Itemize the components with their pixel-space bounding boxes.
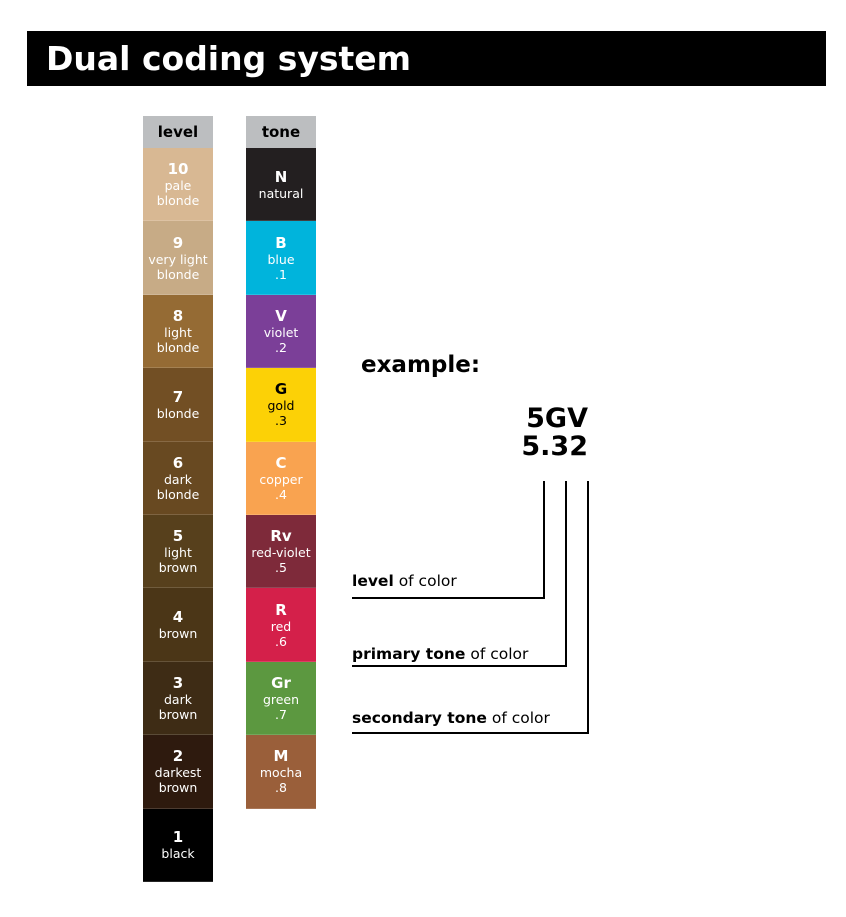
tone-name: green	[262, 691, 300, 707]
tone-number: .8	[275, 780, 287, 796]
tone-code: M	[273, 747, 289, 766]
level-code: 8	[172, 306, 184, 325]
tone-code: C	[275, 453, 287, 472]
tone-name: red	[270, 618, 292, 634]
level-name: very light blonde	[148, 251, 208, 282]
level-header: level	[143, 116, 213, 148]
example-code-letters: 5GV	[526, 403, 588, 434]
tone-code: B	[275, 233, 287, 252]
page-title: Dual coding system	[27, 31, 826, 86]
level-cell: 1 black	[143, 808, 213, 882]
level-code: 10	[167, 160, 189, 179]
example-label: example:	[361, 352, 481, 378]
level-cell: 7 blonde	[143, 368, 213, 442]
example-code: 5GV 5.32	[500, 405, 588, 461]
legend-bold: primary tone	[352, 645, 466, 663]
tone-code: R	[275, 600, 287, 619]
tone-number: .2	[275, 339, 287, 355]
secondary-underline	[352, 732, 589, 734]
level-code: 1	[172, 828, 184, 847]
level-cell: 10 pale blonde	[143, 148, 213, 222]
level-name: pale blonde	[156, 178, 200, 209]
tone-number: .4	[275, 486, 287, 502]
legend-level: level of color	[352, 572, 457, 590]
tone-number: .6	[275, 633, 287, 649]
level-code: 4	[172, 608, 184, 627]
level-cell: 3 dark brown	[143, 661, 213, 736]
level-cell: 4 brown	[143, 588, 213, 662]
tone-name: violet	[263, 324, 299, 340]
legend-rest: of color	[486, 709, 550, 727]
level-name: light brown	[158, 545, 198, 576]
level-name: dark blonde	[156, 471, 200, 502]
level-code: 5	[172, 527, 184, 546]
level-cell: 8 light blonde	[143, 294, 213, 369]
legend-bold: secondary tone	[352, 709, 487, 727]
level-name: blonde	[156, 405, 200, 421]
level-code: 9	[172, 233, 184, 252]
level-code: 3	[172, 673, 184, 692]
tone-code: Rv	[270, 527, 292, 546]
tone-number: .1	[275, 266, 287, 282]
tone-header: tone	[246, 116, 316, 148]
tone-cell: Gr green .7	[246, 661, 316, 736]
tone-name: blue	[267, 251, 295, 267]
tone-code: G	[274, 380, 288, 399]
tone-name: gold	[267, 398, 295, 414]
level-column: level 10 pale blonde 9 very light blonde 8 li…	[143, 116, 213, 882]
tone-name: natural	[258, 185, 304, 201]
tone-number: .7	[275, 706, 287, 722]
tone-cell: Rv red-violet .5	[246, 514, 316, 589]
legend-secondary-tone: secondary tone of color	[352, 709, 550, 727]
tone-name: mocha	[259, 765, 303, 781]
level-name: black	[161, 846, 195, 862]
level-code: 2	[172, 747, 184, 766]
legend-primary-tone: primary tone of color	[352, 645, 528, 663]
legend-rest: of color	[393, 572, 457, 590]
level-code: 7	[172, 387, 184, 406]
level-name: brown	[158, 626, 198, 642]
primary-underline	[352, 665, 567, 667]
tone-number: .3	[275, 413, 287, 429]
level-cell: 5 light brown	[143, 514, 213, 589]
level-connector	[543, 481, 545, 599]
legend-rest: of color	[465, 645, 529, 663]
tone-name: red-violet	[251, 545, 311, 561]
level-underline	[352, 597, 545, 599]
tone-code: N	[274, 167, 288, 186]
level-code: 6	[172, 453, 184, 472]
tone-number: .5	[275, 560, 287, 576]
legend-bold: level	[352, 572, 394, 590]
level-name: light blonde	[156, 324, 200, 355]
level-name: darkest brown	[154, 765, 202, 796]
primary-connector	[565, 481, 567, 667]
level-cell: 2 darkest brown	[143, 735, 213, 809]
tone-name: copper	[259, 471, 303, 487]
secondary-connector	[587, 481, 589, 734]
level-cell: 9 very light blonde	[143, 221, 213, 295]
example-code-numbers: 5.32	[521, 431, 588, 462]
tone-code: Gr	[271, 673, 291, 692]
tone-code: V	[275, 306, 287, 325]
level-name: dark brown	[158, 691, 198, 722]
level-cell: 6 dark blonde	[143, 441, 213, 515]
